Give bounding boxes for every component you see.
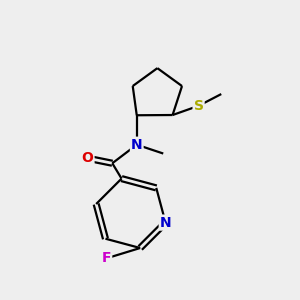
Text: N: N [131, 138, 142, 152]
Text: S: S [194, 99, 204, 113]
Text: O: O [82, 151, 94, 165]
Text: F: F [102, 251, 111, 266]
Text: N: N [160, 216, 171, 230]
